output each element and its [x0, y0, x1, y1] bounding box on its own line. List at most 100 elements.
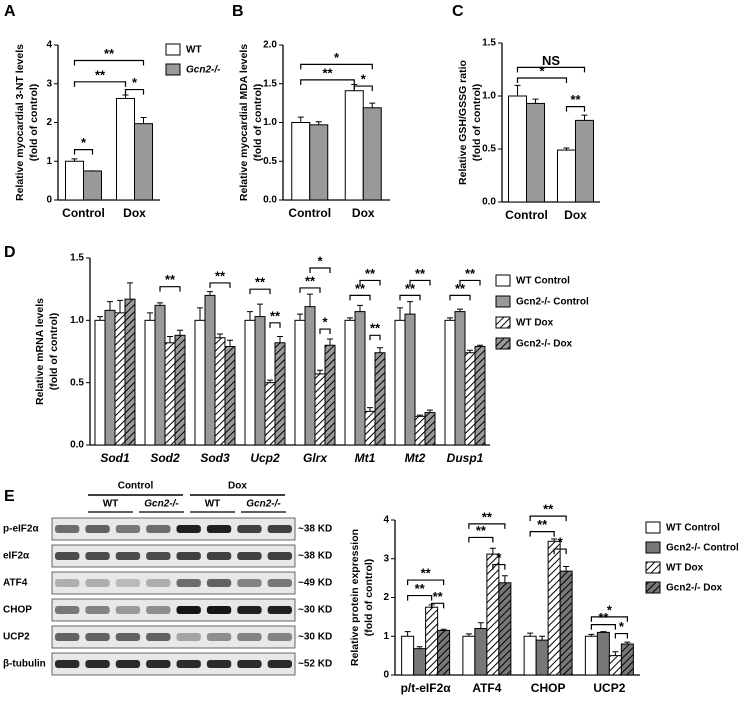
- significance-bracket: [516, 77, 568, 83]
- blot-row-label: p-eIF2α: [3, 524, 39, 535]
- legend-swatch: [495, 274, 511, 287]
- bar: [344, 90, 364, 201]
- significance-label: **: [95, 67, 106, 82]
- error-bar: [71, 158, 78, 162]
- blot-band: [176, 525, 201, 533]
- blot-band: [176, 552, 201, 560]
- error-bar: [347, 317, 353, 321]
- y-axis-label: (fold of control): [471, 84, 483, 162]
- blot-band: [146, 525, 171, 533]
- y-axis-label: Relative protein expression: [349, 529, 361, 666]
- bar: [474, 346, 486, 446]
- error-bar: [277, 336, 283, 343]
- bar: [124, 298, 136, 446]
- error-bar: [357, 304, 363, 312]
- bar: [364, 410, 376, 446]
- error-bar: [467, 349, 473, 353]
- blot-strip: [51, 517, 296, 541]
- significance-bracket: [269, 322, 281, 328]
- blot-row-label: eIF2α: [3, 551, 30, 562]
- x-tick-label: Sod1: [100, 451, 130, 465]
- y-axis-label: (fold of control): [252, 84, 264, 162]
- error-bar: [489, 547, 496, 555]
- error-bar: [563, 566, 570, 572]
- blot-band: [146, 579, 171, 587]
- significance-label: *: [334, 50, 340, 65]
- error-bar: [588, 633, 595, 637]
- significance-label: *: [132, 75, 138, 90]
- bar: [264, 382, 276, 446]
- legend-label: WT Control: [516, 276, 570, 287]
- significance-label: **: [370, 321, 381, 336]
- blot-size-label: ~38 KD: [298, 551, 332, 562]
- bar: [401, 635, 415, 676]
- blot-band: [55, 660, 80, 668]
- significance-label: *: [558, 535, 564, 550]
- significance-bracket: [349, 294, 371, 301]
- blot-band: [206, 633, 232, 641]
- legend-label: Gcn2-/- Dox: [516, 339, 573, 350]
- error-bar: [317, 369, 323, 374]
- significance-bracket: [449, 294, 471, 301]
- significance-label: **: [415, 266, 426, 281]
- significance-label: **: [104, 46, 115, 61]
- legend-label: WT Dox: [666, 563, 704, 574]
- y-axis-label: Relative GSH/GSSG ratio: [457, 60, 469, 185]
- bar: [584, 635, 598, 676]
- bar: [174, 334, 186, 446]
- bar: [244, 319, 256, 446]
- significance-label: **: [165, 272, 176, 287]
- y-tick-label: 0: [383, 670, 389, 681]
- blot-band: [237, 606, 262, 614]
- bar: [65, 160, 84, 201]
- significance-label: **: [465, 266, 476, 281]
- legend-label: Gcn2-/-: [186, 65, 221, 76]
- error-bar: [612, 651, 619, 656]
- error-bar: [624, 641, 631, 644]
- significance-bracket: [353, 85, 373, 92]
- significance-bracket: [319, 328, 331, 335]
- error-bar: [117, 299, 123, 313]
- blot-strip: [51, 544, 296, 568]
- blot-band: [267, 633, 292, 641]
- significance-bracket: [516, 66, 586, 73]
- x-tick-label: Control: [505, 208, 548, 222]
- y-tick-label: 0.5: [70, 377, 84, 388]
- blot-band: [267, 525, 292, 533]
- y-tick-label: 2: [383, 592, 389, 603]
- significance-label: *: [607, 602, 613, 617]
- legend-swatch: [495, 316, 511, 329]
- blot-band: [206, 552, 232, 560]
- error-bar: [551, 538, 558, 542]
- bar: [498, 582, 512, 676]
- x-tick-label: p/t-eIF2α: [401, 681, 452, 695]
- significance-bracket: [299, 287, 321, 293]
- significance-label: **: [543, 502, 554, 517]
- y-tick-label: 4: [383, 515, 389, 526]
- y-tick-label: 0: [46, 195, 52, 206]
- bar: [291, 122, 311, 201]
- blot-band: [237, 525, 262, 533]
- blot-row-label: UCP2: [3, 632, 30, 643]
- significance-bracket: [369, 334, 381, 341]
- error-bar: [477, 344, 483, 347]
- bar: [404, 313, 416, 446]
- error-bar: [157, 302, 163, 306]
- error-bar: [367, 407, 373, 412]
- bar: [394, 319, 406, 446]
- bar: [274, 342, 286, 446]
- error-bar: [416, 646, 423, 649]
- bar: [362, 107, 382, 201]
- blot-band: [146, 552, 171, 560]
- blot-band: [237, 633, 262, 641]
- y-tick-label: 1: [46, 156, 52, 167]
- blot-band: [237, 660, 262, 668]
- legend-label: WT Control: [666, 523, 720, 534]
- significance-bracket: [614, 632, 628, 639]
- blot-size-label: ~30 KD: [298, 632, 332, 643]
- blot-band: [55, 606, 80, 614]
- blot-band: [146, 633, 171, 641]
- y-tick-label: 3: [46, 78, 52, 89]
- significance-label: **: [355, 281, 366, 296]
- x-tick-label: Glrx: [303, 451, 328, 465]
